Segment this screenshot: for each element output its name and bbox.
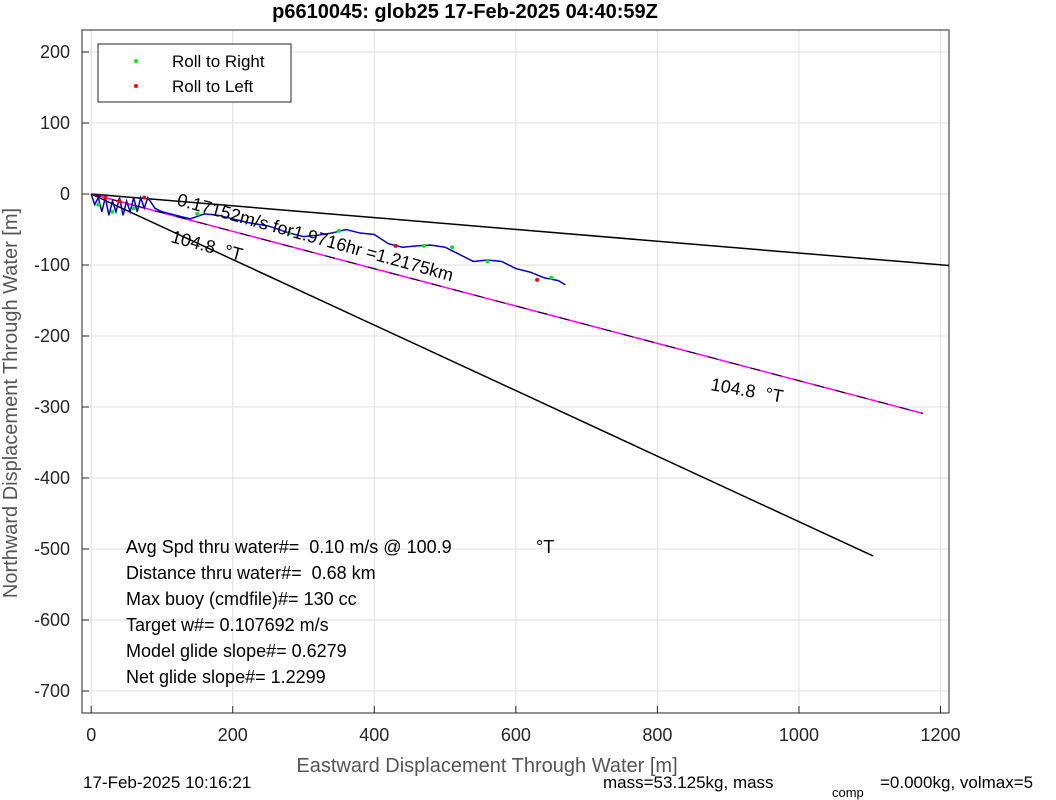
- x-tick-label: 0: [86, 725, 96, 745]
- point: [96, 202, 101, 207]
- chart-title: p6610045: glob25 17-Feb-2025 04:40:59Z: [272, 1, 658, 23]
- legend-marker: [134, 59, 138, 63]
- legend-marker: [134, 84, 138, 88]
- y-tick-label: 0: [60, 184, 70, 204]
- point: [110, 209, 115, 214]
- legend-box: [97, 43, 292, 103]
- line: [91, 193, 949, 267]
- stat-text: Net glide slope#= 1.2299: [126, 667, 326, 687]
- footer-mass: mass=53.125kg, mass: [603, 773, 774, 792]
- footer-volmax: =0.000kg, volmax=5: [880, 773, 1033, 792]
- point: [131, 206, 136, 211]
- stat-text: °T: [536, 537, 554, 557]
- y-tick-label: 100: [40, 113, 70, 133]
- stat-text: Max buoy (cmdfile)#= 130 cc: [126, 589, 357, 609]
- x-tick-label: 200: [218, 725, 248, 745]
- x-tick-label: 600: [501, 725, 531, 745]
- point: [117, 199, 122, 204]
- point: [195, 211, 200, 216]
- x-axis-label: Eastward Displacement Through Water [m]: [296, 755, 677, 777]
- stat-text: Distance thru water#= 0.68 km: [126, 563, 376, 583]
- point: [393, 243, 398, 248]
- plot-layer: [90, 193, 949, 557]
- point: [549, 275, 554, 280]
- line: [90, 193, 874, 557]
- y-axis-label: Northward Displacement Through Water [m]: [0, 208, 22, 598]
- footer-subscript: comp: [832, 785, 864, 800]
- y-tick-label: -200: [34, 326, 70, 346]
- legend-label: Roll to Right: [172, 52, 265, 71]
- point: [336, 228, 341, 233]
- point: [287, 231, 292, 236]
- point: [450, 245, 455, 250]
- y-tick-label: -400: [34, 468, 70, 488]
- x-tick-label: 400: [359, 725, 389, 745]
- point: [421, 243, 426, 248]
- x-tick-label: 1000: [779, 725, 819, 745]
- stat-text: Avg Spd thru water#= 0.10 m/s @ 100.9: [126, 537, 452, 557]
- x-tick-label: 1200: [920, 725, 960, 745]
- x-tick-label: 800: [642, 725, 672, 745]
- footer-date: 17-Feb-2025 10:16:21: [83, 773, 251, 792]
- point: [485, 259, 490, 264]
- y-tick-label: -600: [34, 610, 70, 630]
- y-tick-label: -300: [34, 397, 70, 417]
- legend-label: Roll to Left: [172, 77, 254, 96]
- y-tick-label: -100: [34, 255, 70, 275]
- axes-box: [81, 29, 950, 714]
- stat-text: Model glide slope#= 0.6279: [126, 641, 347, 661]
- point: [103, 195, 108, 200]
- y-tick-label: -700: [34, 681, 70, 701]
- point: [535, 277, 540, 282]
- stat-text: Target w#= 0.107692 m/s: [126, 615, 329, 635]
- y-tick-label: -500: [34, 539, 70, 559]
- point: [142, 195, 147, 200]
- y-tick-label: 200: [40, 42, 70, 62]
- line: [91, 193, 924, 415]
